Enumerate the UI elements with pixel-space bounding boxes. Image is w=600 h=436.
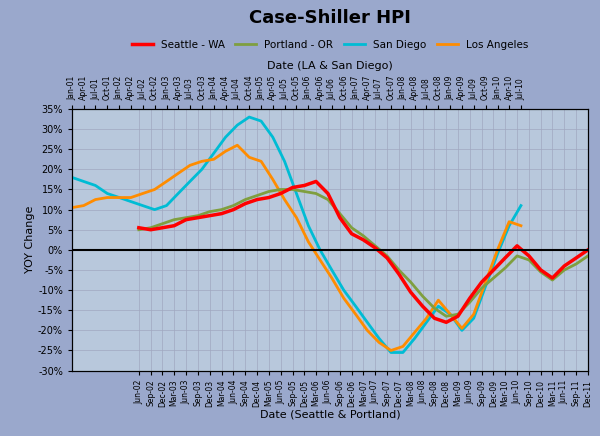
X-axis label: Date (Seattle & Portland): Date (Seattle & Portland)	[260, 409, 400, 419]
X-axis label: Date (LA & San Diego): Date (LA & San Diego)	[267, 61, 393, 71]
Text: Case-Shiller HPI: Case-Shiller HPI	[249, 9, 411, 27]
Y-axis label: YOY Change: YOY Change	[25, 206, 35, 273]
Legend: Seattle - WA, Portland - OR, San Diego, Los Angeles: Seattle - WA, Portland - OR, San Diego, …	[128, 36, 532, 54]
